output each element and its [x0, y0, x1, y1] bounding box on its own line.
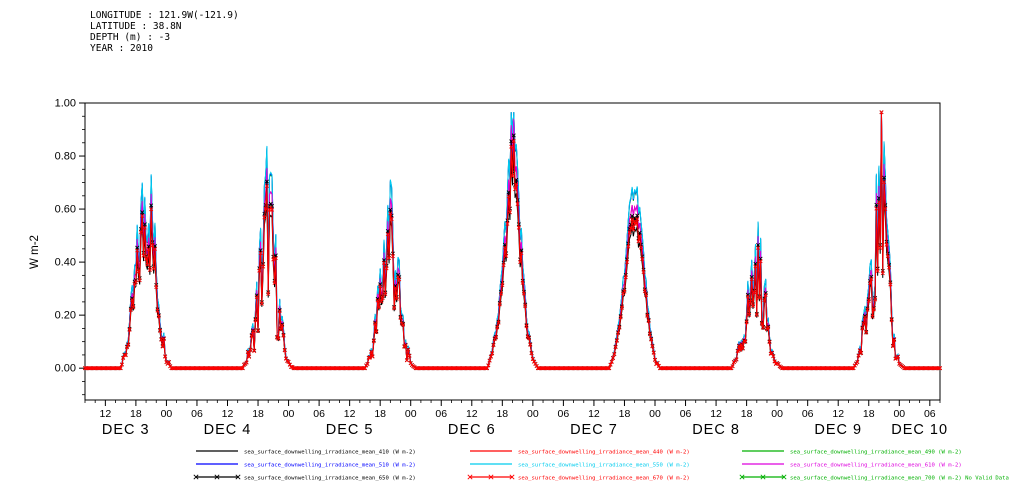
legend-label-510: sea_surface_downwelling_irradiance_mean_… — [244, 463, 416, 469]
legend-label-700: sea_surface_downwelling_irradiance_mean_… — [790, 476, 1009, 482]
x-day-label: DEC 10 — [891, 422, 948, 438]
y-tick-label: 0.20 — [55, 310, 76, 322]
legend-label-410: sea_surface_downwelling_irradiance_mean_… — [244, 450, 416, 456]
x-tick-label: 00 — [283, 408, 295, 420]
x-tick-label: 00 — [405, 408, 417, 420]
legend-x-marker — [509, 474, 515, 480]
header-depth: DEPTH (m) : -3 — [90, 32, 170, 43]
x-tick-label: 18 — [130, 408, 142, 420]
legend-x-marker — [781, 474, 787, 480]
y-tick-label: 0.00 — [55, 363, 76, 375]
legend-item-670: sea_surface_downwelling_irradiance_mean_… — [467, 474, 690, 482]
legend-label-490: sea_surface_downwelling_irradiance_mean_… — [790, 450, 962, 456]
x-tick-label: 00 — [893, 408, 905, 420]
y-tick-label: 0.60 — [55, 204, 76, 216]
legend-item-550: sea_surface_downwelling_irradiance_mean_… — [470, 463, 690, 469]
x-tick-label: 12 — [466, 408, 478, 420]
x-tick-label: 12 — [588, 408, 600, 420]
x-tick-label: 00 — [649, 408, 661, 420]
header-longitude: LONGITUDE : 121.9W(-121.9) — [90, 10, 239, 21]
x-tick-label: 00 — [527, 408, 539, 420]
legend-x-marker — [488, 474, 494, 480]
x-tick-label: 18 — [252, 408, 264, 420]
legend-label-610: sea_surface_downwelling_irradiance_mean_… — [790, 463, 962, 469]
x-tick-label: 12 — [710, 408, 722, 420]
header-year: YEAR : 2010 — [90, 43, 153, 54]
x-day-label: DEC 5 — [326, 422, 374, 438]
legend-item-700: sea_surface_downwelling_irradiance_mean_… — [739, 474, 1009, 482]
header-block: LONGITUDE : 121.9W(-121.9) LATITUDE : 38… — [90, 10, 239, 54]
legend-item-440: sea_surface_downwelling_irradiance_mean_… — [470, 450, 690, 456]
x-tick-label: 06 — [558, 408, 570, 420]
legend-label-550: sea_surface_downwelling_irradiance_mean_… — [518, 463, 690, 469]
legend-item-490: sea_surface_downwelling_irradiance_mean_… — [742, 450, 962, 456]
legend-x-marker — [235, 474, 241, 480]
legend-item-650: sea_surface_downwelling_irradiance_mean_… — [193, 474, 416, 482]
series-lines — [82, 110, 943, 371]
x-tick-label: 18 — [619, 408, 631, 420]
x-tick-label: 18 — [374, 408, 386, 420]
x-day-label: DEC 6 — [448, 422, 496, 438]
x-tick-label: 12 — [832, 408, 844, 420]
x-day-label: DEC 8 — [692, 422, 740, 438]
legend-item-610: sea_surface_downwelling_irradiance_mean_… — [742, 463, 962, 469]
x-tick-label: 00 — [771, 408, 783, 420]
x-day-label: DEC 4 — [204, 422, 252, 438]
legend-item-510: sea_surface_downwelling_irradiance_mean_… — [196, 463, 416, 469]
legend-x-marker — [739, 474, 745, 480]
series-markers-670 — [82, 110, 943, 371]
x-tick-label: 06 — [680, 408, 692, 420]
x-tick-label: 18 — [741, 408, 753, 420]
x-day-label: DEC 7 — [570, 422, 618, 438]
legend-item-410: sea_surface_downwelling_irradiance_mean_… — [196, 450, 416, 456]
x-tick-label: 06 — [313, 408, 325, 420]
x-tick-label: 06 — [435, 408, 447, 420]
axes: 0.00 0.20 0.40 0.60 0.80 1.00 12 18 00 06 12 18 00 06… — [55, 98, 948, 439]
y-tick-label: 0.40 — [55, 257, 76, 269]
legend-x-marker — [467, 474, 473, 480]
legend-label-670: sea_surface_downwelling_irradiance_mean_… — [518, 476, 690, 482]
legend-x-marker — [760, 474, 766, 480]
x-tick-label: 00 — [161, 408, 173, 420]
x-tick-label: 18 — [496, 408, 508, 420]
header-latitude: LATITUDE : 38.8N — [90, 21, 182, 32]
legend-label-440: sea_surface_downwelling_irradiance_mean_… — [518, 450, 690, 456]
series-line-610 — [85, 112, 940, 369]
legend-label-650: sea_surface_downwelling_irradiance_mean_… — [244, 476, 416, 482]
legend-x-marker — [214, 474, 220, 480]
x-day-label: DEC 3 — [102, 422, 150, 438]
y-tick-label: 1.00 — [55, 98, 76, 110]
x-tick-label: 06 — [924, 408, 936, 420]
x-tick-label: 06 — [191, 408, 203, 420]
legend: sea_surface_downwelling_irradiance_mean_… — [193, 450, 1009, 482]
x-day-label: DEC 9 — [814, 422, 862, 438]
x-tick-label: 12 — [344, 408, 356, 420]
legend-x-marker — [193, 474, 199, 480]
y-axis-label: W m-2 — [29, 235, 41, 269]
x-tick-label: 12 — [222, 408, 234, 420]
x-tick-label: 06 — [802, 408, 814, 420]
y-tick-label: 0.80 — [55, 151, 76, 163]
x-tick-label: 18 — [863, 408, 875, 420]
x-tick-label: 12 — [100, 408, 112, 420]
